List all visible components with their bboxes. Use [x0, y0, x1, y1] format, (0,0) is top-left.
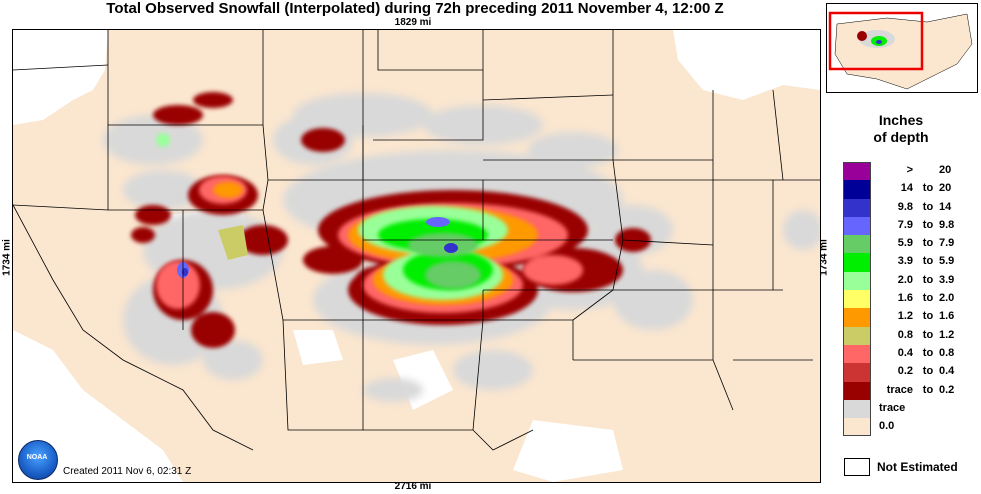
5-9-to-7-9-areas	[408, 233, 481, 289]
locator-inset-map	[826, 3, 978, 93]
legend-label-lo: 3.9	[897, 255, 913, 268]
legend-swatch	[843, 180, 871, 199]
legend-title-line1: Inches	[878, 112, 924, 128]
map-svg	[13, 30, 820, 482]
legend-label-lo: 1.6	[897, 292, 913, 305]
legend-label-lo: 1.2	[897, 310, 913, 323]
legend-label-hi: 2.0	[939, 292, 955, 305]
legend-swatch	[843, 399, 871, 419]
legend-label-hi: 1.2	[939, 328, 955, 341]
noaa-logo-text: NOAA	[26, 454, 48, 461]
legend-label-lo: 0.2	[897, 365, 913, 378]
legend-label-lo: 0.8	[897, 328, 913, 341]
legend-label-hi: 9.8	[939, 218, 955, 231]
legend-label-hi: 0.8	[939, 346, 955, 359]
legend-label-hi: 0.2	[939, 383, 955, 396]
legend-label-sep: to	[922, 310, 934, 323]
legend-swatch	[843, 308, 871, 327]
legend-label-hi: 1.6	[939, 310, 955, 323]
top-distance-label: 1829 mi	[394, 17, 432, 28]
legend-label-lo: 9.8	[897, 200, 913, 213]
not-estimated-areas	[13, 30, 820, 482]
legend-swatch	[843, 253, 871, 272]
legend-label-sep: to	[922, 273, 934, 286]
legend-label-sep: to	[922, 383, 934, 396]
legend-swatch	[843, 290, 871, 309]
legend-label-sep: to	[922, 200, 934, 213]
inset-extent-box	[828, 11, 924, 71]
not-estimated-label: Not Estimated	[877, 460, 958, 474]
legend-label-sep: to	[922, 292, 934, 305]
legend-label-lo: 5.9	[897, 237, 913, 250]
not-estimated-swatch	[844, 458, 870, 476]
legend-label-hi: 3.9	[939, 273, 955, 286]
legend-label-lo: 0.4	[897, 346, 913, 359]
state-borders	[13, 30, 820, 451]
legend-label: trace	[879, 401, 906, 414]
created-timestamp: Created 2011 Nov 6, 02:31 Z	[63, 466, 192, 477]
legend-label-sep: to	[922, 218, 934, 231]
legend-swatch	[843, 363, 871, 382]
legend-label-sep: to	[922, 237, 934, 250]
legend-label-sep: to	[922, 182, 934, 195]
legend-label-lo: >	[906, 164, 913, 176]
legend-swatch	[843, 162, 871, 181]
map-title: Total Observed Snowfall (Interpolated) d…	[106, 0, 724, 17]
legend-label-sep: to	[922, 346, 934, 359]
legend-swatch	[843, 216, 871, 236]
legend-swatch	[843, 344, 871, 364]
legend-swatch	[843, 271, 871, 291]
legend-label-sep: to	[922, 365, 934, 378]
legend-swatch	[843, 418, 871, 437]
legend-label-hi: 5.9	[939, 255, 955, 268]
legend-swatch	[843, 198, 871, 217]
legend-label-hi: 20	[939, 164, 952, 176]
legend-title-line2: of depth	[873, 129, 929, 145]
inset-svg	[828, 11, 973, 90]
noaa-logo-icon	[18, 440, 58, 480]
bottom-distance-label: 2716 mi	[394, 481, 432, 492]
legend-label-lo: 14	[900, 182, 913, 195]
legend-label-sep: to	[922, 328, 934, 341]
legend-swatch	[843, 326, 871, 345]
legend-swatch	[843, 381, 871, 400]
legend-swatch	[843, 235, 871, 254]
legend-label-hi: 7.9	[939, 237, 955, 250]
legend-label-sep: to	[922, 255, 934, 268]
left-distance-label: 1734 mi	[1, 239, 13, 276]
legend-label-lo: 2.0	[897, 273, 913, 286]
legend-label-hi: 20	[939, 182, 952, 195]
legend-label-lo: trace	[886, 383, 913, 396]
0-8-to-1-2-areas	[218, 225, 248, 260]
snowfall-map[interactable]	[12, 29, 821, 483]
legend-label: 0.0	[879, 420, 895, 433]
9-8-to-14-areas	[182, 243, 458, 276]
legend-label-hi: 0.4	[939, 365, 955, 378]
legend-label-lo: 7.9	[897, 218, 913, 231]
legend-title: Inches of depth	[846, 112, 956, 146]
legend-label-hi: 14	[939, 200, 952, 213]
